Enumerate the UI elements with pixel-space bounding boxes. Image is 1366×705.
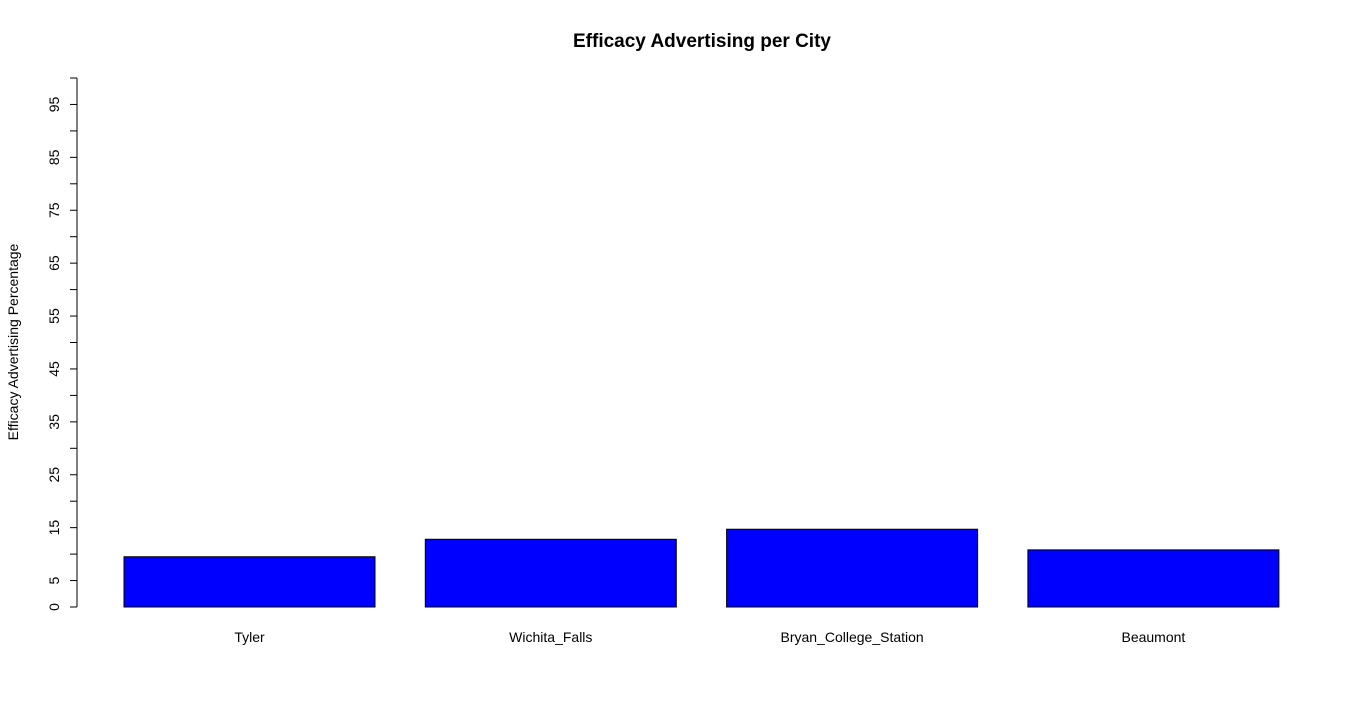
y-tick-label: 15 xyxy=(46,520,62,536)
y-tick-label: 35 xyxy=(46,414,62,430)
x-tick-label: Wichita_Falls xyxy=(509,629,592,645)
x-tick-labels: Tyler Wichita_Falls Bryan_College_Station B… xyxy=(234,629,1185,645)
x-tick-label: Bryan_College_Station xyxy=(780,629,923,645)
bar-beaumont xyxy=(1027,549,1280,608)
x-tick-label: Beaumont xyxy=(1121,629,1185,645)
y-tick-label: 75 xyxy=(46,202,62,218)
y-tick-label: 25 xyxy=(46,467,62,483)
bar-wichita-falls xyxy=(424,538,677,608)
y-tick-label: 5 xyxy=(46,576,62,584)
y-tick-label: 55 xyxy=(46,308,62,324)
y-tick-label: 65 xyxy=(46,255,62,271)
y-axis: 0 5 15 25 35 45 55 65 75 85 95 xyxy=(46,77,78,611)
bar-tyler xyxy=(123,556,376,608)
bar-bryan-college-station xyxy=(726,528,979,608)
y-axis-label: Efficacy Advertising Percentage xyxy=(5,243,21,440)
bars xyxy=(123,528,1280,608)
y-tick-label: 0 xyxy=(46,603,62,611)
y-tick-label: 85 xyxy=(46,149,62,165)
y-tick-label: 95 xyxy=(46,96,62,112)
chart-title: Efficacy Advertising per City xyxy=(573,31,831,52)
x-tick-label: Tyler xyxy=(234,629,265,645)
y-tick-label: 45 xyxy=(46,361,62,377)
